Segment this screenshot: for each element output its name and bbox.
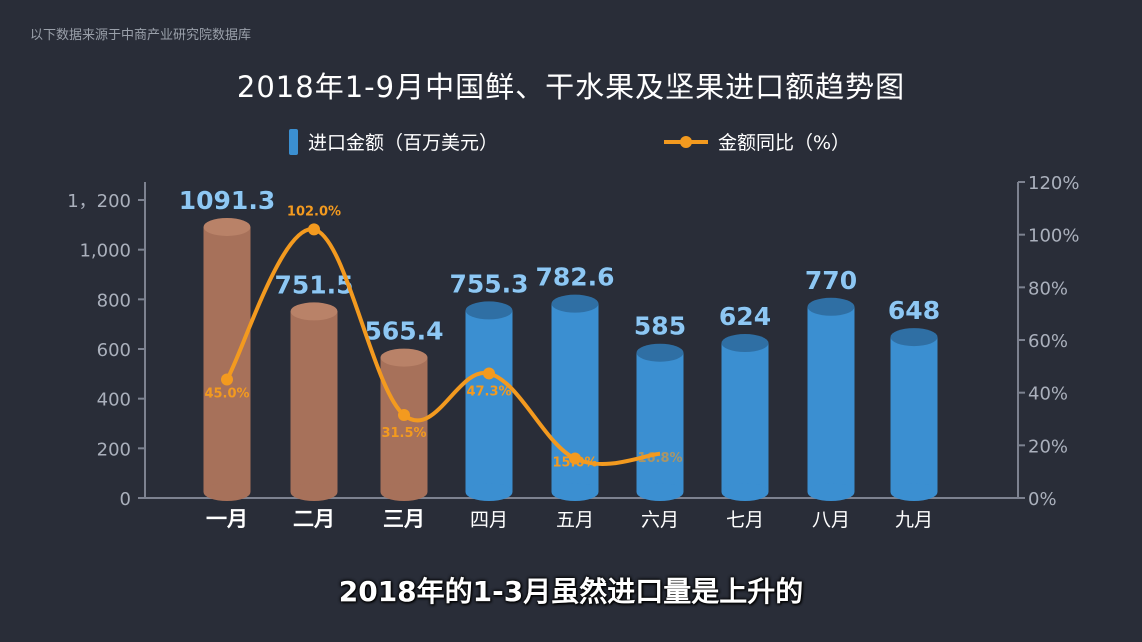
bar-body — [465, 310, 513, 492]
bar-value-label: 1091.3 — [179, 186, 275, 215]
source-note: 以下数据来源于中商产业研究院数据库 — [30, 28, 252, 43]
legend: 进口金额（百万美元） 金额同比（%） — [0, 128, 1142, 158]
x-category-label: 二月 — [293, 507, 335, 531]
legend-line-label: 金额同比（%） — [718, 132, 851, 154]
x-category-label: 九月 — [895, 509, 933, 531]
yoy-point — [569, 452, 581, 465]
yoy-value-label: 31.5% — [381, 426, 426, 441]
yoy-value-label: 102.0% — [287, 204, 341, 219]
x-category-label: 六月 — [641, 509, 679, 531]
yoy-value-label: 47.3% — [466, 384, 511, 399]
x-category-label: 一月 — [206, 507, 248, 531]
bar-body — [290, 311, 338, 492]
yoy-point — [398, 409, 410, 422]
bar-cap — [290, 302, 338, 321]
legend-bar-swatch — [289, 128, 298, 155]
legend-item-line: 金额同比（%） — [664, 128, 850, 155]
bar-value-label: 782.6 — [535, 263, 614, 292]
right-tick-label: 40% — [1028, 384, 1068, 405]
yoy-point — [483, 367, 495, 380]
bar-value-label: 565.4 — [364, 317, 443, 346]
bar-cap — [636, 343, 684, 362]
bar-body — [890, 337, 938, 492]
right-tick-label: 100% — [1028, 226, 1079, 247]
bar-base — [551, 483, 599, 501]
x-category-label: 七月 — [726, 509, 764, 531]
left-tick-label: 1,000 — [79, 241, 131, 262]
legend-bar-label: 进口金额（百万美元） — [308, 132, 499, 154]
left-tick-label: 600 — [97, 340, 131, 361]
bar-body — [807, 306, 855, 492]
left-tick-label: 200 — [97, 439, 131, 460]
x-category-label: 三月 — [383, 507, 425, 531]
bar-body — [636, 352, 684, 492]
yoy-point — [308, 223, 320, 236]
bar-base — [465, 483, 513, 501]
bar-value-label: 751.5 — [274, 270, 353, 299]
right-tick-label: 120% — [1028, 173, 1079, 194]
bar-base — [290, 483, 338, 501]
bar-value-label: 755.3 — [449, 269, 528, 298]
yoy-value-label: 45.0% — [204, 387, 249, 402]
bar-value-label: 770 — [805, 266, 857, 295]
bar-cap — [551, 294, 599, 313]
bar-value-label: 585 — [634, 312, 686, 341]
x-category-label: 五月 — [556, 509, 594, 531]
bar-base — [890, 483, 938, 501]
bar-base — [807, 483, 855, 501]
bar-base — [721, 483, 769, 501]
bar-value-label: 648 — [888, 296, 940, 325]
x-category-label: 八月 — [812, 509, 850, 531]
right-tick-label: 80% — [1028, 278, 1068, 299]
bar-body — [380, 357, 428, 492]
bar-base — [380, 483, 428, 501]
bar-value-label: 624 — [719, 302, 771, 331]
bar-cap — [721, 334, 769, 353]
bar-cap — [465, 301, 513, 320]
bar-base — [636, 483, 684, 501]
yoy-value-label: 15.0% — [552, 456, 597, 471]
left-tick-label: 1，200 — [67, 191, 131, 212]
bar-body — [721, 343, 769, 492]
legend-line-swatch — [664, 135, 708, 148]
yoy-value-label: 16.8% — [637, 451, 682, 466]
right-tick-label: 0% — [1028, 489, 1057, 510]
bar-cap — [380, 348, 428, 367]
bar-cap — [203, 217, 251, 236]
bar-base — [203, 483, 251, 501]
left-tick-label: 400 — [97, 390, 131, 411]
yoy-point — [221, 373, 233, 386]
bar-body — [203, 226, 251, 492]
right-tick-label: 20% — [1028, 436, 1068, 457]
bar-cap — [890, 328, 938, 347]
bar-cap — [807, 297, 855, 316]
video-subtitle: 2018年的1-3月虽然进口量是上升的 — [338, 575, 804, 608]
legend-item-bar: 进口金额（百万美元） — [289, 128, 498, 155]
left-tick-label: 0 — [120, 489, 131, 510]
x-category-label: 四月 — [470, 509, 508, 531]
left-tick-label: 800 — [97, 290, 131, 311]
chart-title: 2018年1-9月中国鲜、干水果及坚果进口额趋势图 — [236, 70, 906, 104]
right-tick-label: 60% — [1028, 331, 1068, 352]
